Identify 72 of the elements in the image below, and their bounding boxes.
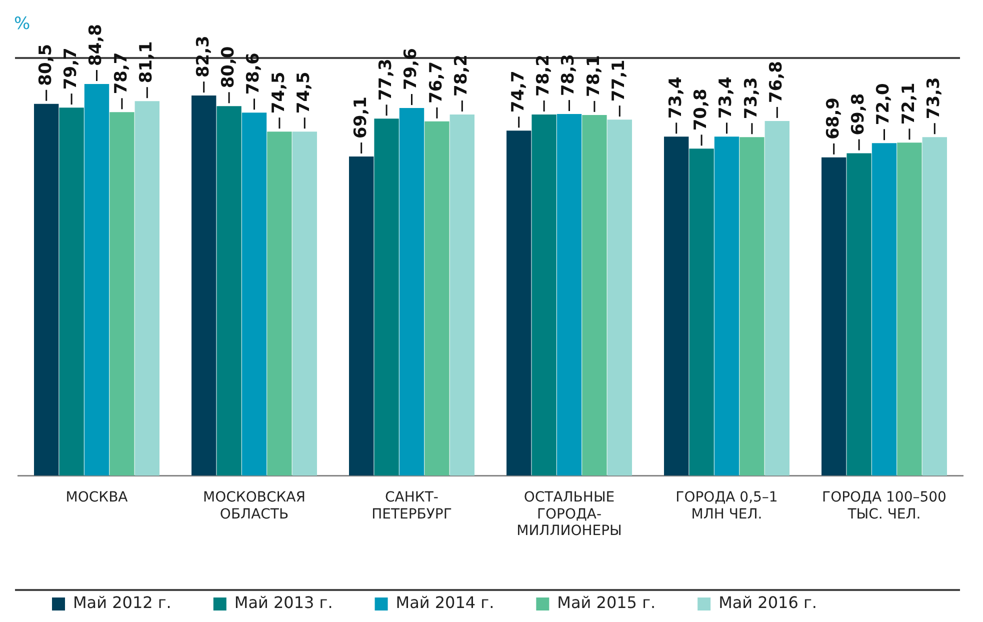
bar	[846, 153, 872, 476]
data-label: 69,8	[848, 93, 868, 136]
data-label: 78,7	[111, 52, 132, 94]
data-label: 68,9	[823, 97, 844, 140]
bar	[764, 120, 790, 476]
bar	[267, 132, 292, 476]
x-tick-label: МОСКВА	[66, 490, 128, 506]
legend-label: Май 2012 г.	[73, 593, 172, 612]
bar	[399, 108, 424, 476]
data-label: 78,3	[558, 54, 579, 96]
data-label: 73,4	[716, 76, 736, 119]
data-label: 77,3	[376, 58, 396, 101]
data-label: 76,8	[766, 61, 787, 103]
data-label: 78,6	[244, 52, 264, 95]
data-label: 78,1	[584, 55, 604, 97]
bar	[922, 137, 947, 476]
bar	[714, 136, 740, 476]
data-label: 82,3	[193, 36, 214, 78]
legend-label: Май 2015 г.	[557, 593, 656, 612]
data-label: 84,8	[86, 24, 106, 66]
data-label: 73,3	[924, 77, 944, 120]
bar	[822, 157, 846, 476]
bar	[740, 137, 764, 476]
legend-label: Май 2014 г.	[396, 593, 494, 612]
data-label: 72,0	[874, 83, 894, 126]
bar	[532, 114, 556, 476]
bar	[582, 114, 607, 476]
data-label: 73,3	[741, 77, 762, 120]
bar	[374, 118, 399, 476]
data-label: 79,7	[60, 48, 81, 90]
x-tick-label: ГОРОДА 0,5–1 МЛН ЧЕЛ.	[676, 490, 778, 522]
data-label: 77,1	[609, 60, 630, 102]
bar	[349, 156, 374, 476]
x-tick-label: САНКТ-ПЕТЕРБУРГ	[372, 490, 452, 522]
data-label: 81,1	[136, 41, 157, 84]
bar	[84, 84, 110, 476]
data-label: 76,7	[426, 61, 446, 104]
bar	[689, 148, 714, 476]
bar	[424, 121, 450, 476]
bar	[450, 114, 474, 476]
legend-label: Май 2016 г.	[718, 593, 817, 612]
data-label: 74,7	[508, 70, 528, 113]
bar	[59, 108, 84, 476]
bar	[192, 96, 216, 476]
data-label: 72,1	[898, 82, 919, 125]
data-label: 73,4	[666, 76, 686, 119]
data-label: 70,8	[690, 88, 711, 131]
bar	[872, 143, 897, 476]
bar	[216, 106, 242, 476]
bar	[34, 104, 59, 476]
bar	[897, 142, 922, 476]
data-label: 78,2	[452, 54, 472, 96]
data-label: 69,1	[350, 96, 371, 139]
x-tick-label: ГОРОДА 100–500 ТЫС. ЧЕЛ.	[822, 490, 946, 522]
x-tick-label: МОСКОВСКАЯ ОБЛАСТЬ	[203, 490, 306, 522]
bar	[607, 120, 632, 476]
x-tick-label: ОСТАЛЬНЫЕ ГОРОДА-МИЛЛИОНЕРЫ	[516, 490, 622, 540]
data-label: 80,5	[36, 44, 56, 86]
y-axis-title: %	[14, 14, 30, 34]
data-label: 78,2	[533, 54, 554, 96]
bar	[292, 132, 317, 476]
data-label: 74,5	[294, 72, 314, 114]
legend-label: Май 2013 г.	[234, 593, 333, 612]
data-label: 74,5	[268, 72, 289, 114]
data-label: 80,0	[218, 46, 238, 88]
bar	[506, 130, 532, 476]
bar	[134, 101, 160, 476]
data-label: 79,6	[401, 48, 422, 90]
bar	[242, 112, 267, 476]
bar	[556, 114, 582, 476]
bar	[664, 136, 689, 476]
bar	[110, 112, 134, 476]
